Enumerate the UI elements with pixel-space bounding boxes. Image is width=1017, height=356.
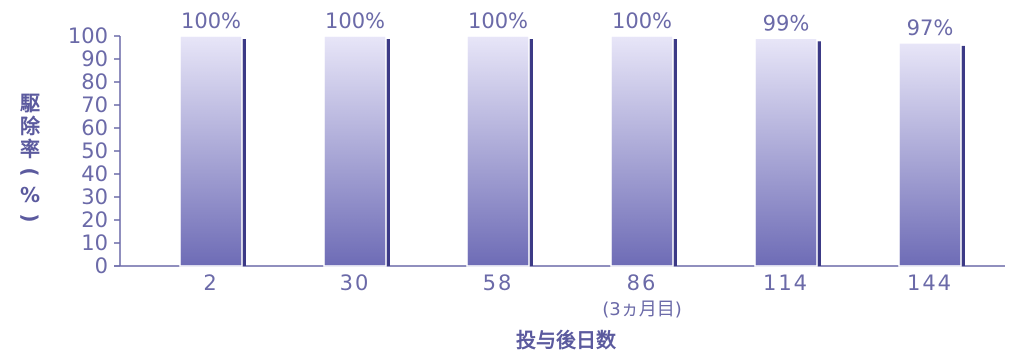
x-tick-note: (3ヵ月目): [602, 299, 682, 320]
x-tick-label: 2: [203, 271, 218, 295]
y-tick-label: 40: [81, 162, 108, 186]
x-tick-label: 114: [763, 271, 809, 295]
bars: [179, 35, 965, 267]
bar-value-label: 97%: [907, 16, 954, 40]
x-tick-label: 86: [627, 271, 658, 295]
x-tick-label: 144: [907, 271, 953, 295]
bar-value-label: 100%: [612, 9, 672, 33]
y-tick-label: 60: [81, 116, 108, 140]
bar: [754, 37, 818, 267]
y-axis-title-char: 駆: [20, 91, 40, 115]
y-tick-label: 90: [81, 47, 108, 71]
y-axis-title-char: 除: [20, 114, 41, 138]
bar: [466, 35, 530, 267]
category-labels: 2 30 58 86 (3ヵ月目) 114 144: [203, 271, 953, 320]
y-axis-title-char: (: [18, 167, 42, 176]
bar: [898, 42, 962, 267]
axis-titles: 投与後日数 駆除率 (%): [18, 91, 617, 352]
bar-value-label: 100%: [468, 9, 528, 33]
y-axis-title-char: 率: [20, 137, 40, 161]
value-labels: 100% 100% 100% 100% 99% 97%: [181, 9, 953, 40]
y-tick-label: 20: [81, 208, 108, 232]
y-axis-title-char: ): [18, 213, 42, 222]
x-axis-title: 投与後日数: [516, 328, 617, 352]
bar: [179, 35, 243, 267]
bar: [610, 35, 674, 267]
y-tick-label: 80: [81, 70, 108, 94]
y-tick-label: 10: [81, 231, 108, 255]
y-tick-label: 50: [81, 139, 108, 163]
y-tick-label: 30: [81, 185, 108, 209]
bar: [323, 35, 387, 267]
x-tick-label: 30: [340, 271, 371, 295]
y-tick-label: 0: [95, 254, 108, 278]
bar-value-label: 100%: [325, 9, 385, 33]
bar-value-label: 99%: [763, 11, 810, 35]
bar-value-label: 100%: [181, 9, 241, 33]
y-axis-title-char: %: [20, 183, 40, 207]
x-tick-label: 58: [483, 271, 514, 295]
y-tick-label: 100: [68, 24, 108, 48]
y-tick-label: 70: [81, 93, 108, 117]
